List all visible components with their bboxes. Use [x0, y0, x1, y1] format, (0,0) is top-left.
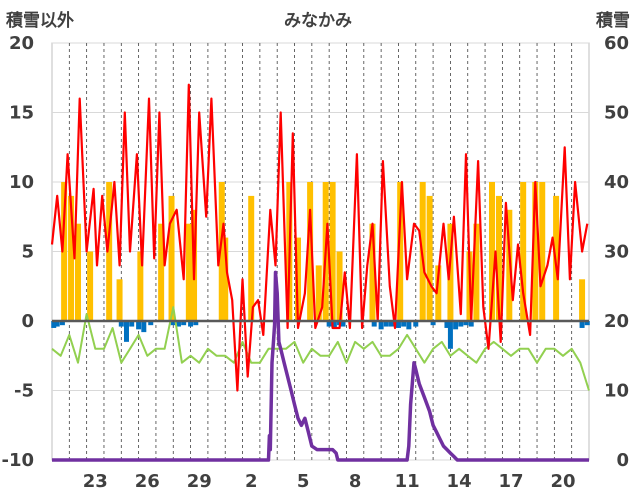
snowfall-bar [539, 182, 546, 321]
left-tick-label: -5 [14, 381, 34, 402]
snowfall-bar [329, 182, 336, 321]
snowfall-bar [61, 182, 68, 321]
precip-bar [413, 321, 419, 327]
left-axis-title: 積雪以外 [6, 10, 74, 31]
precip-bar [453, 321, 459, 330]
right-tick-label: 40 [604, 172, 629, 193]
right-tick-label: 30 [604, 242, 629, 263]
right-tick-label: 0 [616, 450, 629, 471]
left-tick-label: 0 [21, 311, 34, 332]
precip-bar [389, 321, 395, 327]
snowfall-bar [435, 265, 442, 321]
precip-bar [579, 321, 585, 328]
snowfall-bar [248, 195, 255, 321]
right-tick-label: 50 [604, 103, 629, 124]
right-tick-label: 10 [604, 381, 629, 402]
precip-bar [430, 321, 436, 326]
precip-bar [136, 321, 142, 330]
snowfall-bar [495, 195, 502, 321]
x-tick-label: 29 [187, 471, 212, 492]
precip-bar [118, 321, 124, 327]
precip-bar [463, 321, 469, 326]
left-tick-label: 20 [9, 33, 34, 54]
precip-bar [444, 321, 450, 328]
x-tick-label: 23 [83, 471, 108, 492]
precip-bar [395, 321, 401, 328]
snowfall-bar [336, 251, 343, 321]
snowfall-bar [106, 182, 113, 321]
x-tick-label: 20 [550, 471, 575, 492]
precip-bar [584, 321, 590, 326]
precip-bar [141, 321, 147, 333]
temp-min-line [51, 306, 590, 391]
snowfall-bar [68, 195, 75, 321]
snowfall-bar [168, 195, 175, 321]
snowfall-bar [158, 223, 165, 321]
precip-bar [468, 321, 474, 327]
precip-bar [340, 321, 346, 327]
precip-bar [371, 321, 377, 327]
chart-title: みなかみ [284, 11, 352, 31]
left-tick-label: 5 [21, 242, 34, 263]
x-tick-label: 11 [395, 471, 420, 492]
precip-bar [181, 321, 187, 326]
right-tick-label: 20 [604, 311, 629, 332]
precip-bar [458, 321, 464, 327]
precip-bar [170, 321, 176, 326]
precip-bar [51, 321, 57, 328]
snowfall-bar [426, 195, 433, 321]
snowfall-bar [294, 237, 301, 321]
right-tick-label: 60 [604, 33, 629, 54]
precip-bar [447, 321, 453, 349]
temp-max-line [50, 83, 589, 392]
snowfall-bar [74, 223, 81, 321]
x-tick-label: 14 [447, 471, 472, 492]
snowfall-bar [369, 223, 376, 321]
snowfall-bar [397, 182, 404, 321]
x-tick-label: 26 [135, 471, 160, 492]
precip-bar [59, 321, 65, 326]
precip-bar [148, 321, 154, 326]
precip-bar [188, 321, 194, 327]
precip-bar [401, 321, 407, 327]
precip-bar [123, 321, 129, 342]
x-tick-label: 2 [245, 471, 258, 492]
x-tick-label: 8 [349, 471, 362, 492]
snowfall-bar [520, 182, 527, 321]
snowfall-bar [307, 182, 314, 321]
snowfall-bar [137, 251, 144, 321]
precip-bar [175, 321, 181, 327]
precip-bar [383, 321, 389, 327]
precip-bar [331, 321, 337, 328]
right-axis-title: 積雪 [596, 10, 630, 31]
precip-bar [406, 321, 412, 330]
snowfall-bar [222, 237, 229, 321]
x-tick-label: 17 [499, 471, 524, 492]
snowfall-bar [116, 279, 123, 321]
snowfall-bar [488, 182, 495, 321]
snowfall-bar [218, 182, 225, 321]
snowfall-bar [315, 265, 322, 321]
left-tick-label: 10 [9, 172, 34, 193]
snow-depth-line [52, 270, 589, 462]
left-tick-label: -10 [1, 450, 34, 471]
precip-bar [129, 321, 135, 327]
snowfall-bar [579, 279, 586, 321]
precip-bar [378, 321, 384, 330]
left-tick-label: 15 [9, 103, 34, 124]
snowfall-bar [473, 223, 480, 321]
precip-bar [193, 321, 199, 326]
snowfall-bar [447, 223, 454, 321]
snowfall-bar [87, 251, 94, 321]
snowfall-bar [185, 223, 192, 321]
snowfall-bar [532, 182, 539, 321]
precip-bar [326, 321, 332, 327]
precip-bar [54, 321, 60, 327]
x-tick-label: 5 [297, 471, 310, 492]
